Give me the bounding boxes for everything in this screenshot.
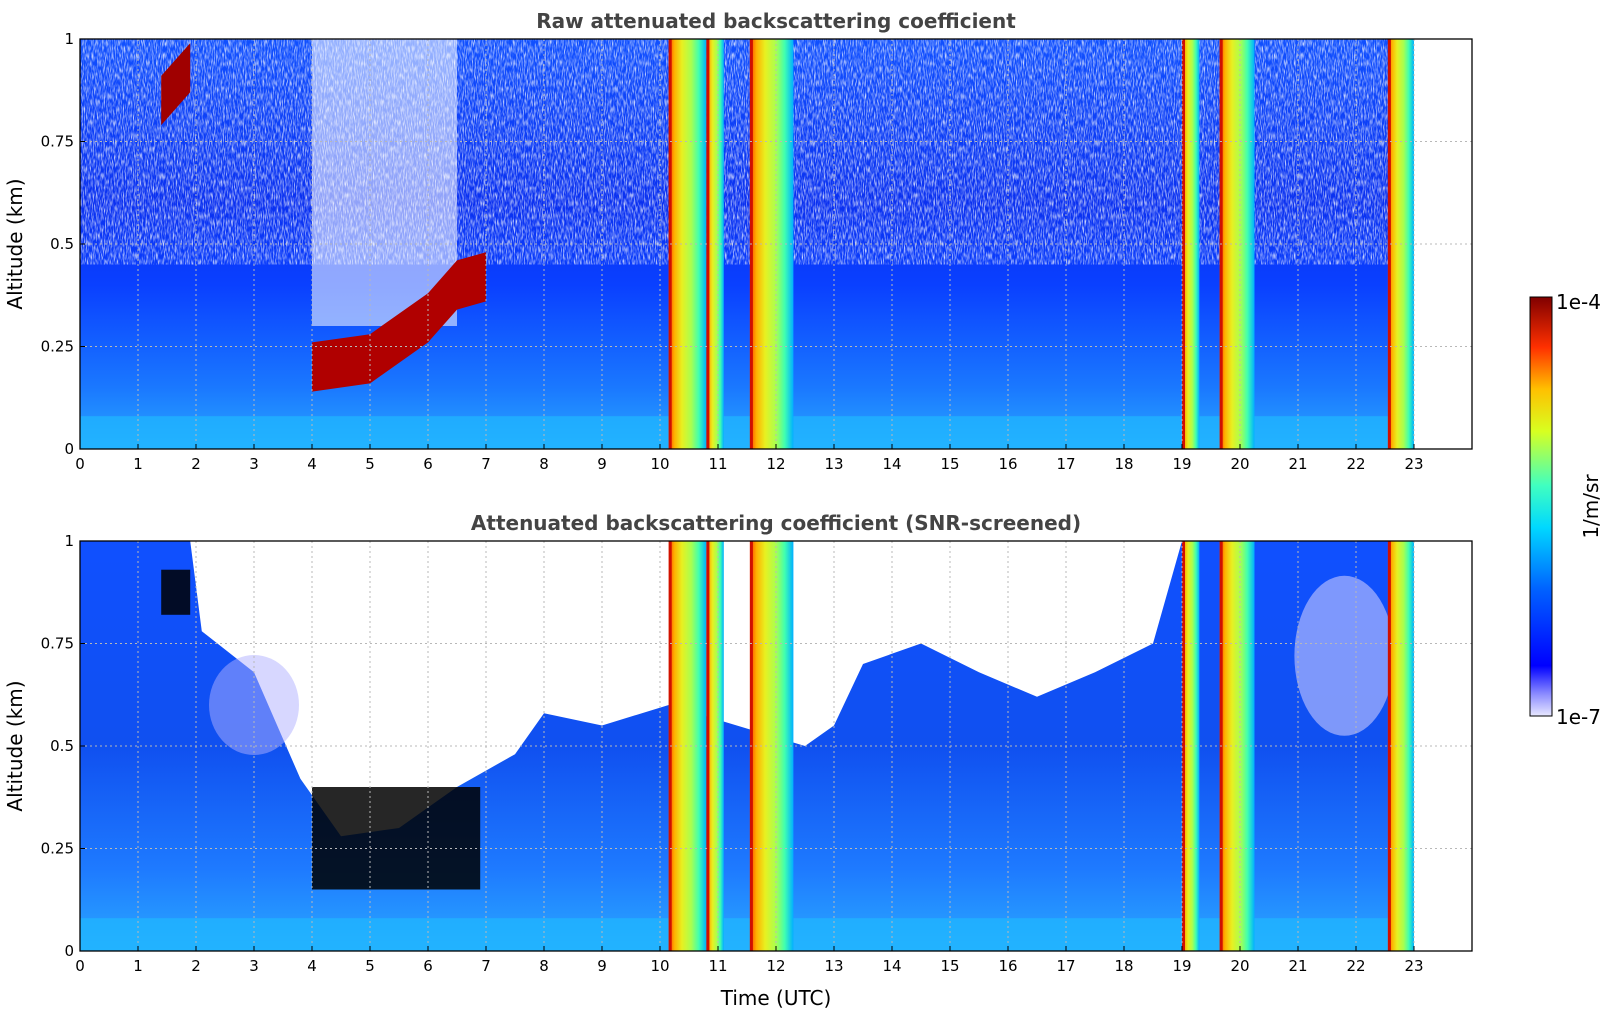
x-tick-label: 7 [481,957,491,975]
x-tick-label: 18 [1114,957,1133,975]
x-tick-label: 6 [423,957,433,975]
screened-region [80,541,1414,837]
x-tick-label: 12 [766,957,785,975]
x-tick-label: 15 [940,455,959,473]
y-tick-label: 0.75 [41,635,74,653]
surface-layer [80,918,1414,951]
low-snr-patch [209,655,299,755]
x-tick-label: 23 [1404,957,1423,975]
x-tick-label: 15 [940,957,959,975]
x-tick-label: 1 [133,455,143,473]
colorbar: 1e-4 1e-7 1/m/sr [1529,290,1603,729]
x-tick-label: 17 [1056,455,1075,473]
x-tick-label: 11 [708,957,727,975]
low-snr-patch [1294,575,1395,736]
x-tick-label: 13 [824,455,843,473]
x-tick-label: 16 [998,957,1017,975]
y-tick-label: 0 [64,942,74,960]
x-tick-label: 2 [191,957,201,975]
precipitation-band [1219,541,1255,951]
x-tick-label: 2 [191,455,201,473]
x-tick-label: 21 [1288,957,1307,975]
x-tick-label: 10 [650,455,669,473]
y-tick-label: 0.25 [41,338,74,356]
x-tick-label: 23 [1404,455,1423,473]
y-axis-ticks: 0 0.25 0.5 0.75 1 [41,30,85,458]
y-tick-label: 1 [64,30,74,48]
x-tick-label: 20 [1230,455,1249,473]
screened-backscatter-panel: Attenuated backscattering coefficient (S… [3,511,1473,1010]
x-tick-label: 11 [708,455,727,473]
x-tick-label: 20 [1230,957,1249,975]
precipitation-band [1219,39,1255,449]
precipitation-band-edge [706,39,710,449]
colorbar-min-label: 1e-7 [1556,705,1601,729]
x-tick-label: 12 [766,455,785,473]
x-tick-label: 10 [650,957,669,975]
panel-title: Attenuated backscattering coefficient (S… [471,511,1081,535]
x-tick-label: 0 [75,957,85,975]
x-tick-label: 17 [1056,957,1075,975]
precipitation-band-edge [1182,39,1185,449]
precipitation-band-edge [1182,541,1185,951]
x-tick-label: 5 [365,455,375,473]
y-tick-label: 0.5 [50,737,74,755]
low-signal-region [312,39,457,326]
y-tick-label: 0.5 [50,235,74,253]
x-axis-label: Time (UTC) [720,986,832,1010]
colorbar-max-label: 1e-4 [1556,290,1601,314]
precipitation-band-edge [1387,541,1391,951]
y-axis-ticks: 0 0.25 0.5 0.75 1 [41,532,85,960]
x-tick-label: 19 [1172,957,1191,975]
raw-backscatter-panel: Raw attenuated backscattering coefficien… [3,9,1473,473]
saturated-region [312,787,481,890]
y-axis-label: Altitude (km) [3,178,27,309]
x-tick-label: 22 [1346,957,1365,975]
y-tick-label: 0.75 [41,133,74,151]
surface-layer [80,416,1414,449]
x-tick-label: 8 [539,455,549,473]
colorbar-gradient [1529,296,1553,717]
x-axis-ticks: 0 1 2 3 4 5 6 7 8 9 10 11 12 13 14 15 16 17 18 19 20 21 22 23 [75,946,1424,975]
x-tick-label: 4 [307,957,317,975]
x-tick-label: 18 [1114,455,1133,473]
x-tick-label: 0 [75,455,85,473]
x-tick-label: 19 [1172,455,1191,473]
aerosol-layer [312,252,486,392]
precipitation-band-edge [1387,39,1391,449]
x-axis-ticks: 0 1 2 3 4 5 6 7 8 9 10 11 12 13 14 15 16 17 18 19 20 21 22 23 [75,444,1424,473]
x-tick-label: 7 [481,455,491,473]
x-tick-label: 9 [597,957,607,975]
x-tick-label: 4 [307,455,317,473]
x-tick-label: 13 [824,957,843,975]
panel-title: Raw attenuated backscattering coefficien… [536,9,1016,33]
x-tick-label: 21 [1288,455,1307,473]
x-tick-label: 3 [249,957,259,975]
x-tick-label: 6 [423,455,433,473]
upper-aerosol-layer [161,43,191,126]
x-tick-label: 5 [365,957,375,975]
x-tick-label: 16 [998,455,1017,473]
noise-speckle [80,39,1414,265]
y-tick-label: 0 [64,440,74,458]
x-tick-label: 14 [882,455,901,473]
x-tick-label: 14 [882,957,901,975]
colorbar-unit-label: 1/m/sr [1579,474,1603,539]
y-tick-label: 0.25 [41,840,74,858]
x-tick-label: 1 [133,957,143,975]
saturated-region [161,569,191,615]
y-axis-label: Altitude (km) [3,680,27,811]
precipitation-band-edge [706,541,710,951]
y-tick-label: 1 [64,532,74,550]
x-tick-label: 3 [249,455,259,473]
x-tick-label: 9 [597,455,607,473]
x-tick-label: 8 [539,957,549,975]
x-tick-label: 22 [1346,455,1365,473]
